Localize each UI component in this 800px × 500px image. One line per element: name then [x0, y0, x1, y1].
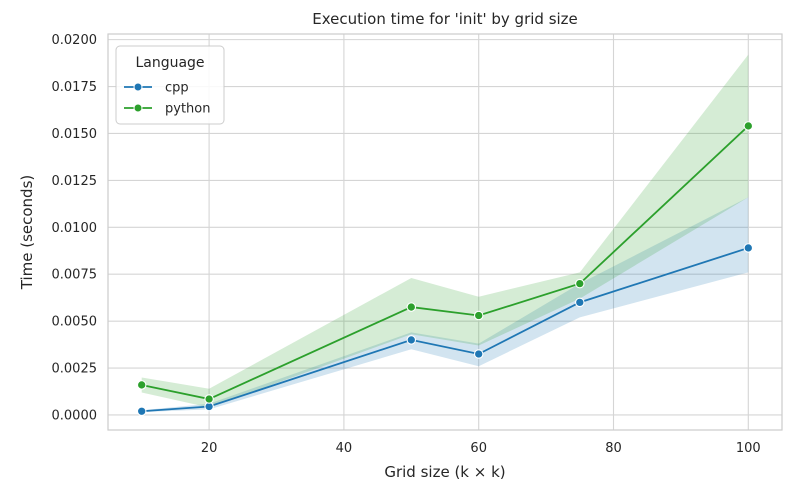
x-tick-label: 40 [336, 441, 353, 456]
y-tick-label: 0.0075 [52, 268, 98, 283]
y-tick-label: 0.0125 [52, 174, 98, 189]
x-tick-label: 20 [201, 441, 218, 456]
y-tick-label: 0.0050 [52, 315, 98, 330]
y-tick-label: 0.0175 [52, 80, 98, 95]
y-tick-label: 0.0000 [52, 408, 98, 423]
x-tick-label: 80 [605, 441, 622, 456]
python-point [204, 394, 214, 404]
cpp-point [136, 406, 147, 416]
cpp-point [406, 335, 417, 345]
x-tick-label: 100 [736, 441, 761, 456]
python-point [575, 278, 585, 289]
x-axis-label: Grid size (k × k) [384, 463, 505, 481]
y-tick-label: 0.0025 [52, 362, 98, 377]
y-tick-label: 0.0100 [52, 221, 98, 236]
y-tick-labels: 0.0000 0.0025 0.0050 0.0075 0.0100 0.0125 0.01… [52, 33, 98, 423]
legend-title: Language [135, 55, 204, 71]
cpp-confidence-band [141, 197, 749, 413]
python-point [473, 310, 484, 321]
python-confidence-band [141, 54, 749, 408]
chart-title: Execution time for 'init' by grid size [312, 10, 578, 28]
y-axis-label: Time (seconds) [18, 175, 36, 291]
plot-frame [107, 33, 783, 431]
legend-items: cpp python [124, 81, 210, 117]
y-tick-label: 0.0150 [52, 127, 98, 142]
cpp-point [473, 349, 484, 359]
legend-box [115, 45, 225, 125]
y-tick-label: 0.0200 [52, 33, 98, 48]
series-lines [141, 125, 749, 413]
cpp-line [141, 247, 749, 413]
series-points [136, 121, 754, 416]
cpp-point [575, 297, 585, 308]
confidence-bands [141, 54, 749, 413]
legend-cpp-label: cpp [165, 81, 189, 96]
legend-cpp-marker [133, 82, 143, 92]
legend-python-marker [133, 103, 143, 113]
legend-python-label: python [165, 102, 210, 117]
x-tick-labels: 20 40 60 80 100 [201, 441, 761, 456]
python-point [406, 302, 417, 312]
x-tick-label: 60 [470, 441, 487, 456]
python-line [141, 125, 749, 400]
legend: Language cpp python [115, 45, 225, 125]
python-point [743, 121, 754, 131]
python-point [136, 380, 147, 390]
cpp-point [743, 243, 754, 253]
grid-lines [108, 34, 782, 430]
